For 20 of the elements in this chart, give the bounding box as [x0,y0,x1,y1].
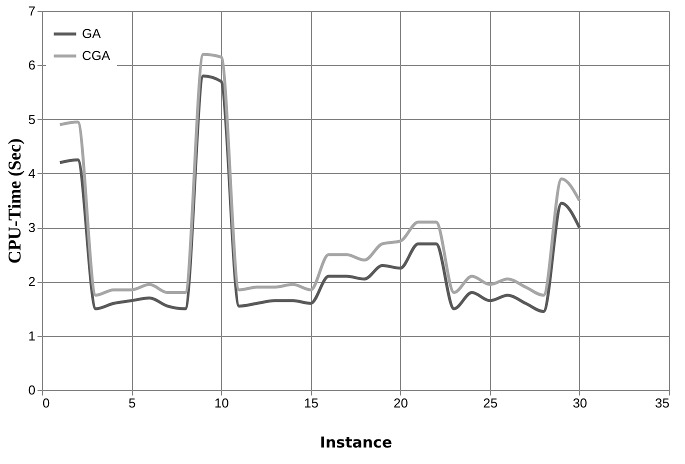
y-tick-label: 2 [28,274,36,290]
x-tick-label: 15 [304,396,318,410]
x-tick-label: 0 [42,396,50,410]
y-tick-label: 3 [28,220,36,236]
x-tick-label: 35 [655,396,670,410]
legend-label: GA [82,26,102,41]
y-tick-label: 4 [28,166,36,181]
x-axis-title: Instance [320,434,392,452]
y-tick-label: 7 [28,4,36,18]
y-tick-label: 0 [28,382,36,398]
y-axis-title: CPU-Time (Sec) [4,138,24,264]
legend-label: CGA [82,48,110,63]
y-tick-label: 6 [28,58,36,73]
x-tick-label: 30 [572,396,588,410]
x-tick-label: 25 [483,396,498,410]
y-tick-label: 5 [28,112,36,127]
y-tick-label: 1 [28,328,36,344]
x-tick-label: 10 [214,396,229,410]
x-tick-label: 20 [394,396,408,410]
x-tick-label: 5 [128,396,136,410]
